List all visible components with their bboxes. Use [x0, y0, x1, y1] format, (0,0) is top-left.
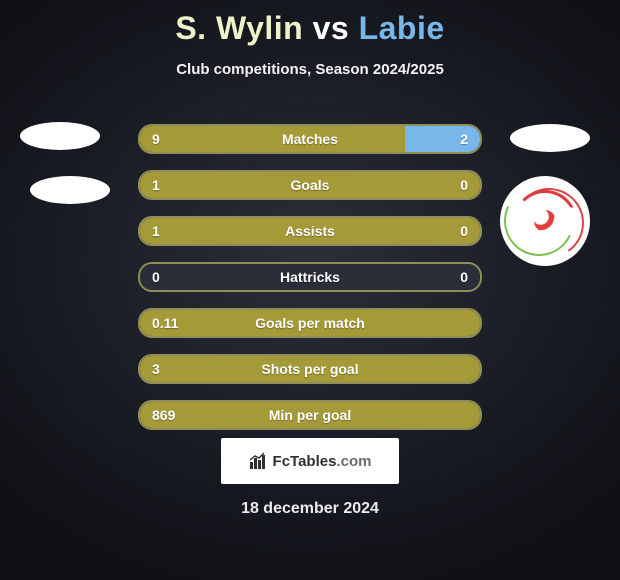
title-player1: S. Wylin — [175, 10, 303, 46]
player1-team-logo-placeholder-1 — [20, 122, 100, 150]
subtitle: Club competitions, Season 2024/2025 — [0, 61, 620, 78]
date-label: 18 december 2024 — [0, 500, 620, 518]
stat-value-right: 0 — [460, 264, 468, 290]
stat-bar-row: Goals1 0 — [138, 170, 482, 200]
stat-value-left: 0.11 — [152, 310, 178, 336]
stat-value-left: 1 — [152, 172, 160, 198]
brand-text: FcTables.com — [273, 453, 372, 470]
stat-bar-row: Shots per goal3 — [138, 354, 482, 384]
comparison-infographic: S. Wylin vs Labie Club competitions, Sea… — [0, 0, 620, 580]
stat-label: Hattricks — [140, 264, 480, 290]
stat-value-left: 0 — [152, 264, 160, 290]
stat-label: Min per goal — [140, 402, 480, 428]
stat-value-right: 0 — [460, 218, 468, 244]
stat-value-left: 9 — [152, 126, 160, 152]
player2-club-logo — [500, 176, 590, 266]
stat-label: Assists — [140, 218, 480, 244]
stat-value-right: 0 — [460, 172, 468, 198]
brand-text-main: FcTables — [273, 453, 337, 470]
stat-value-left: 1 — [152, 218, 160, 244]
stat-bar-row: Min per goal869 — [138, 400, 482, 430]
stat-bar-row: Hattricks0 0 — [138, 262, 482, 292]
stat-bar-row: Matches9 2 — [138, 124, 482, 154]
stat-label: Goals — [140, 172, 480, 198]
stat-bars: Matches92Goals10Assists10Hattricks00Goal… — [138, 124, 482, 446]
page-title: S. Wylin vs Labie — [0, 0, 620, 47]
stat-value-right: 2 — [460, 126, 468, 152]
stat-value-left: 3 — [152, 356, 160, 382]
stat-label: Goals per match — [140, 310, 480, 336]
stat-label: Matches — [140, 126, 480, 152]
stat-bar-row: Goals per match0.11 — [138, 308, 482, 338]
title-player2: Labie — [359, 10, 445, 46]
brand-icon — [249, 452, 269, 470]
title-vs: vs — [313, 10, 350, 46]
stat-bar-row: Assists1 0 — [138, 216, 482, 246]
player2-team-logo-placeholder-1 — [510, 124, 590, 152]
brand-badge: FcTables.com — [221, 438, 399, 484]
stat-value-left: 869 — [152, 402, 175, 428]
stat-label: Shots per goal — [140, 356, 480, 382]
player1-team-logo-placeholder-2 — [30, 176, 110, 204]
brand-text-domain: .com — [336, 453, 371, 470]
